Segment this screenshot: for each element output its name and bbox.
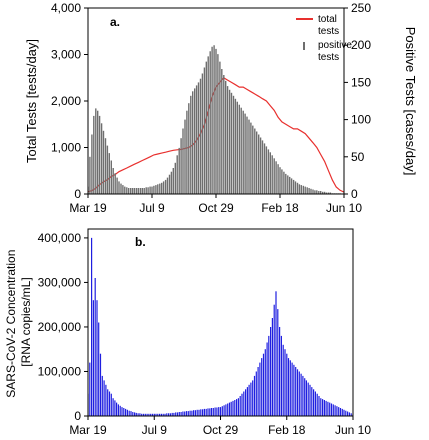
y-tick-label: 4,000 <box>51 1 81 15</box>
panel-b-frame <box>87 228 354 417</box>
y-tick-label: 100,000 <box>38 364 82 378</box>
y2-tick-label: 250 <box>351 1 371 15</box>
x-tick-label: Jul 9 <box>139 201 165 215</box>
y2-tick-label: 150 <box>351 75 371 89</box>
x-tick-label: Oct 29 <box>198 201 234 215</box>
x-tick-label: Mar 19 <box>69 423 107 437</box>
y2-tick-label: 50 <box>351 150 365 164</box>
panel-a: 0 1,000 2,000 3,000 4,000 0 50 100 150 200 250 Ma… <box>24 1 418 215</box>
panel-b: 0 100,000 200,000 300,000 400,000 Mar 19 Jul … <box>4 228 371 437</box>
panel-a-legend: total tests positive tests <box>296 14 355 63</box>
y-tick-label: 0 <box>74 187 81 201</box>
y-tick-label: 0 <box>74 409 81 423</box>
y-tick-label: 400,000 <box>38 231 82 245</box>
panel-a-positive-tests-series <box>88 45 341 194</box>
y2-tick-label: 100 <box>351 113 371 127</box>
x-tick-label: Feb 18 <box>268 423 306 437</box>
panel-b-concentration-series <box>88 237 353 416</box>
legend-total-tests-label: total tests <box>318 14 340 37</box>
x-tick-label: Jul 9 <box>142 423 168 437</box>
y-tick-label: 1,000 <box>51 141 81 155</box>
y-tick-label: 200,000 <box>38 320 82 334</box>
y-tick-label: 2,000 <box>51 94 81 108</box>
panel-a-ylabel: Total Tests [tests/day] <box>24 39 39 163</box>
panel-b-y-ticks: 0 100,000 200,000 300,000 400,000 <box>38 231 88 423</box>
panel-b-ylabel: SARS-CoV-2 Concentration [RNA copies/mL] <box>4 246 33 397</box>
x-tick-label: Jun 10 <box>326 201 362 215</box>
legend-positive-tests-label: positive tests <box>318 40 355 63</box>
panel-a-label: a. <box>110 15 120 29</box>
y-tick-label: 300,000 <box>38 275 82 289</box>
x-tick-label: Mar 19 <box>69 201 107 215</box>
y2-tick-label: 0 <box>351 187 358 201</box>
x-tick-label: Feb 18 <box>261 201 299 215</box>
panel-b-x-ticks: Mar 19 Jul 9 Oct 29 Feb 18 Jun 10 <box>69 416 371 437</box>
y-tick-label: 3,000 <box>51 48 81 62</box>
panel-a-y2-ticks: 0 50 100 150 200 250 <box>344 1 371 201</box>
panel-a-x-ticks: Mar 19 Jul 9 Oct 29 Feb 18 Jun 10 <box>69 194 362 215</box>
panel-a-ylabel2: Positive Tests [cases/day] <box>403 27 418 176</box>
panel-a-y-ticks: 0 1,000 2,000 3,000 4,000 <box>51 1 88 201</box>
x-tick-label: Oct 29 <box>203 423 239 437</box>
y2-tick-label: 200 <box>351 38 371 52</box>
panel-b-label: b. <box>135 235 146 249</box>
x-tick-label: Jun 10 <box>335 423 371 437</box>
